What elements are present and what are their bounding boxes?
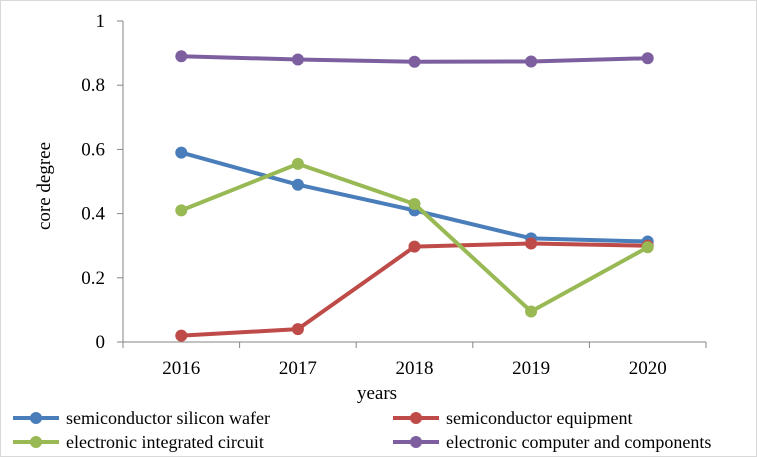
legend-item-computer-components: electronic computer and components (393, 432, 711, 452)
series-semiconductor-silicon-wafer (175, 146, 654, 248)
data-point (175, 146, 188, 159)
legend-label: electronic integrated circuit (66, 432, 264, 452)
x-tick-label: 2017 (279, 358, 317, 379)
legend-item-silicon-wafer: semiconductor silicon wafer (13, 408, 270, 428)
legend-swatch-marker (410, 412, 422, 424)
data-point (525, 237, 538, 250)
legend-item-equipment: semiconductor equipment (393, 408, 632, 428)
y-tick-label: 0.8 (81, 75, 105, 96)
data-point (291, 178, 304, 191)
y-tick-labels: 0 0.2 0.4 0.6 0.8 1 (81, 11, 123, 353)
legend: semiconductor silicon wafer semiconducto… (13, 408, 711, 452)
data-point (291, 323, 304, 336)
x-tick-label: 2020 (629, 358, 667, 379)
y-tick-label: 0.2 (81, 268, 105, 289)
x-tick-label: 2018 (396, 358, 434, 379)
legend-label: electronic computer and components (446, 432, 711, 452)
data-point (175, 204, 188, 217)
series-line (181, 241, 648, 338)
y-axis-title: core degree (34, 142, 55, 230)
data-point (641, 52, 654, 65)
x-tick-label: 2016 (162, 358, 200, 379)
x-tick-label: 2019 (512, 358, 550, 379)
data-point (641, 241, 654, 254)
data-point (408, 197, 421, 210)
legend-item-integrated-circuit: electronic integrated circuit (13, 432, 264, 452)
data-point (175, 50, 188, 63)
data-point (525, 55, 538, 68)
legend-swatch-marker (30, 436, 42, 448)
legend-swatch-marker (30, 412, 42, 424)
series-semiconductor-equipment (175, 237, 654, 342)
data-point (291, 53, 304, 66)
y-tick-label: 0 (96, 332, 106, 353)
series-electronic-computer-and-components (175, 50, 654, 68)
legend-label: semiconductor silicon wafer (66, 408, 270, 428)
data-point (408, 240, 421, 253)
series-line (180, 150, 648, 244)
data-point (525, 305, 538, 318)
legend-label: semiconductor equipment (446, 408, 632, 428)
y-tick-label: 0.6 (81, 139, 105, 160)
x-tick-labels: 2016 2017 2018 2019 2020 (122, 342, 707, 379)
series-electronic-integrated-circuit (175, 157, 654, 318)
y-tick-label: 0.4 (81, 204, 105, 225)
x-axis-title: years (357, 383, 397, 404)
data-point (291, 157, 304, 170)
y-tick-label: 1 (96, 11, 106, 32)
data-point (408, 55, 421, 68)
data-point (175, 329, 188, 342)
series-layer (175, 50, 654, 342)
legend-swatch-marker (410, 436, 422, 448)
